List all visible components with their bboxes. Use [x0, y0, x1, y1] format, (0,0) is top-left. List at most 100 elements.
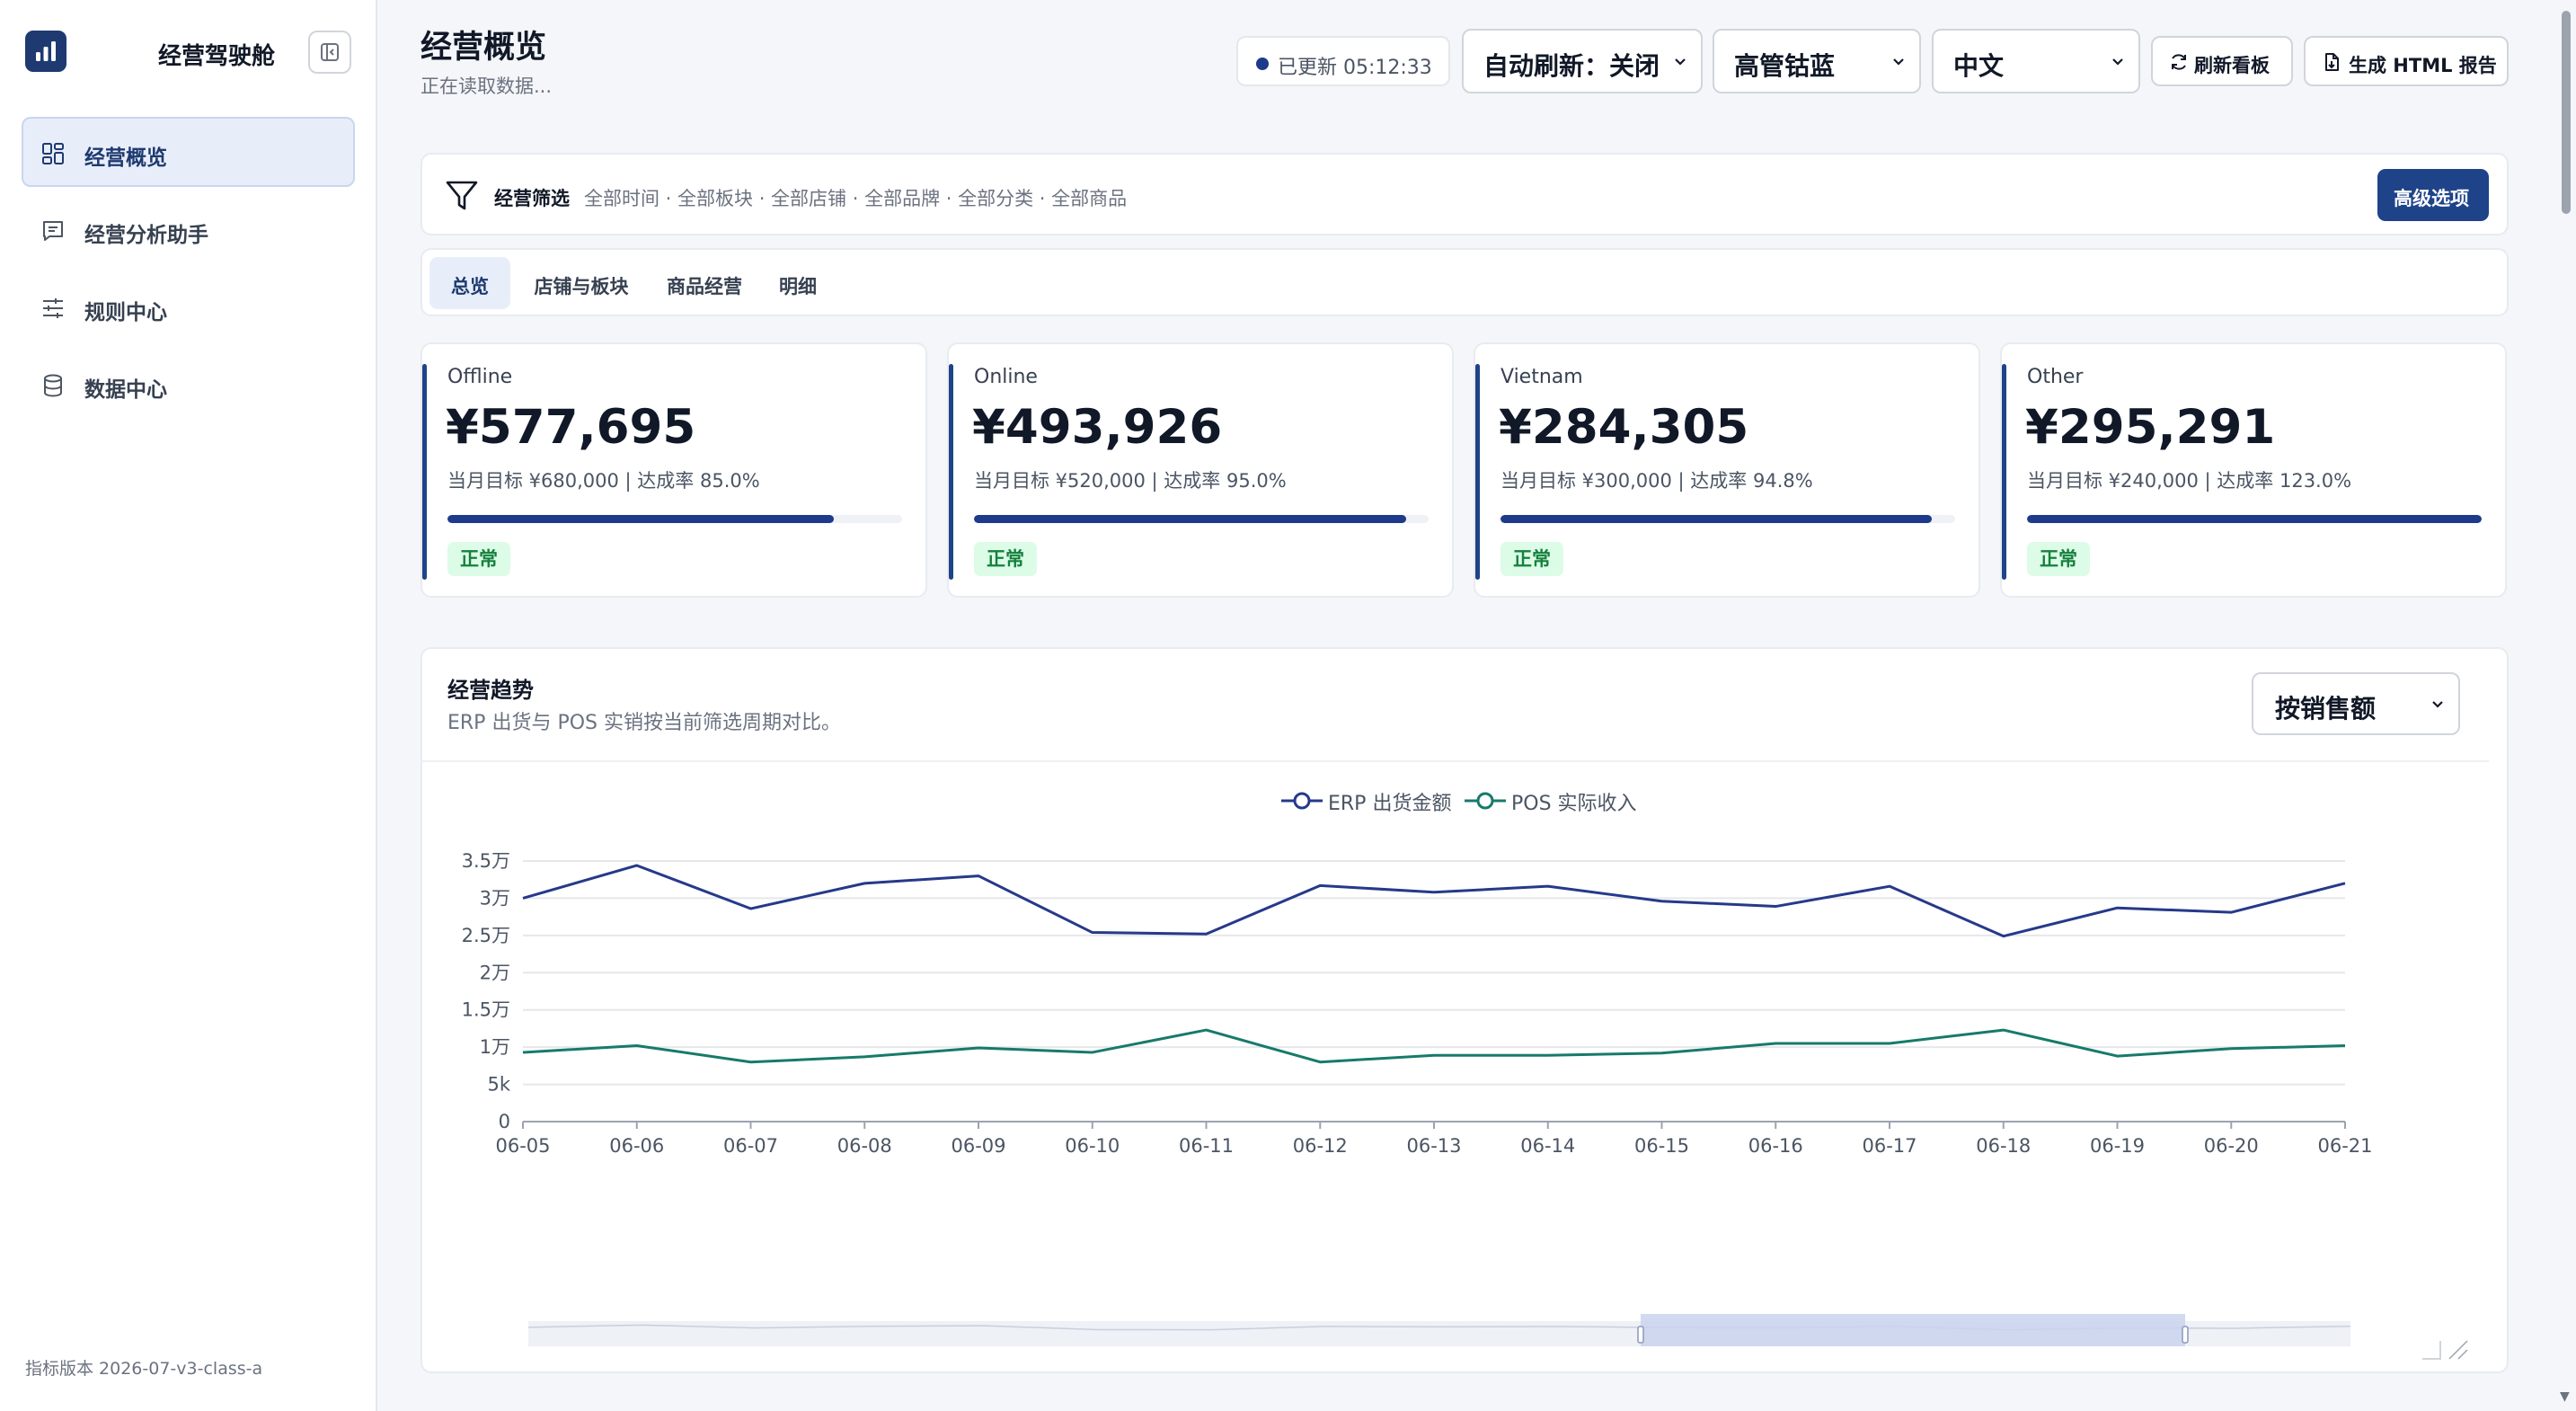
page-title: 经营概览 — [420, 30, 547, 66]
last-updated-text: 已更新 05:12:33 — [1278, 57, 1432, 79]
kpi-value: ¥295,291 — [2025, 400, 2276, 455]
legend-item-pos[interactable]: POS 实际收入 — [1465, 785, 1653, 816]
chat-icon — [43, 221, 63, 241]
kpi-card: Other ¥295,291 当月目标 ¥240,000 | 达成率 123.0… — [2000, 342, 2507, 598]
resize-grip-icon — [2457, 1349, 2468, 1360]
x-tick-label: 06-08 — [837, 1135, 892, 1157]
generate-html-report-button[interactable]: 生成 HTML 报告 — [2304, 36, 2509, 86]
tab-label: 明细 — [779, 276, 817, 297]
zoom-slider-handle-left — [1637, 1326, 1644, 1344]
kpi-meta: 当月目标 ¥300,000 | 达成率 94.8% — [1500, 470, 1813, 492]
theme-select[interactable]: 高管钴蓝 — [1713, 29, 1921, 93]
trend-title: 经营趋势 — [447, 678, 534, 703]
kpi-meta: 当月目标 ¥520,000 | 达成率 95.0% — [974, 470, 1287, 492]
auto-refresh-select[interactable]: 自动刷新：关闭 — [1462, 29, 1703, 93]
view-tabs: 总览 店铺与板块 商品经营 明细 — [420, 248, 2509, 316]
y-tick-label: 5k — [487, 1074, 510, 1096]
language-select[interactable]: 中文 — [1932, 29, 2140, 93]
tab-stores-segments[interactable]: 店铺与板块 — [519, 257, 643, 309]
tab-details[interactable]: 明细 — [766, 257, 830, 309]
tab-overview[interactable]: 总览 — [429, 257, 510, 309]
x-tick-label: 06-10 — [1065, 1135, 1120, 1157]
x-tick-label: 06-14 — [1520, 1135, 1575, 1157]
kpi-card: Online ¥493,926 当月目标 ¥520,000 | 达成率 95.0… — [947, 342, 1454, 598]
generate-html-report-label: 生成 HTML 报告 — [2349, 55, 2497, 76]
sidebar-item-label: 数据中心 — [84, 378, 167, 402]
sidebar-item-overview[interactable]: 经营概览 — [22, 117, 355, 187]
kpi-value: ¥284,305 — [1499, 400, 1749, 455]
chart-legend: ERP 出货金额 POS 实际收入 — [422, 785, 2510, 816]
legend-label: ERP 出货金额 — [1328, 793, 1452, 815]
kpi-progress-fill — [447, 515, 835, 523]
bar-chart-logo-icon — [25, 31, 66, 72]
x-tick-label: 06-16 — [1748, 1135, 1803, 1157]
advanced-options-label: 高级选项 — [2394, 188, 2469, 209]
trend-subtitle: ERP 出货与 POS 实销按当前筛选周期对比。 — [447, 712, 841, 734]
kpi-progress-track — [974, 515, 1429, 523]
status-badge: 正常 — [1500, 542, 1563, 576]
kpi-progress-track — [1500, 515, 1955, 523]
legend-label: POS 实际收入 — [1511, 793, 1637, 815]
brand-title: 经营驾驶舱 — [158, 43, 276, 70]
sidebar-item-label: 经营概览 — [84, 146, 167, 170]
theme-value: 高管钴蓝 — [1734, 51, 1836, 81]
trend-metric-select[interactable]: 按销售额 — [2252, 672, 2460, 735]
y-tick-label: 3万 — [480, 887, 510, 909]
kpi-progress-fill — [974, 515, 1406, 523]
x-tick-label: 06-09 — [951, 1135, 1005, 1157]
kpi-name: Online — [974, 366, 1038, 388]
legend-item-erp[interactable]: ERP 出货金额 — [1281, 785, 1452, 816]
scrollbar-thumb[interactable] — [2562, 11, 2571, 214]
status-badge: 正常 — [447, 542, 510, 576]
y-tick-label: 2.5万 — [462, 925, 510, 946]
chevron-down-icon — [1675, 58, 1686, 66]
kpi-accent-bar — [1475, 364, 1480, 580]
refresh-dashboard-button[interactable]: 刷新看板 — [2151, 36, 2293, 86]
page-scrollbar[interactable]: ▼ — [2556, 0, 2576, 1411]
tab-product-ops[interactable]: 商品经营 — [652, 257, 757, 309]
trend-metric-value: 按销售额 — [2275, 694, 2377, 723]
y-tick-label: 0 — [499, 1111, 510, 1132]
kpi-accent-bar — [422, 364, 427, 580]
kpi-name: Offline — [447, 366, 513, 388]
tab-label: 总览 — [451, 276, 489, 297]
scroll-down-arrow-icon[interactable]: ▼ — [2560, 1389, 2570, 1404]
corner-bracket — [2422, 1341, 2441, 1360]
y-tick-label: 2万 — [480, 962, 510, 983]
refresh-icon — [2172, 54, 2186, 70]
tab-label: 店铺与板块 — [534, 276, 629, 297]
advanced-options-button[interactable]: 高级选项 — [2377, 169, 2489, 221]
divider — [422, 760, 2489, 762]
resize-grip-icon — [2448, 1340, 2468, 1360]
x-tick-label: 06-17 — [1862, 1135, 1917, 1157]
kpi-progress-track — [447, 515, 902, 523]
zoom-slider-window — [1641, 1314, 2185, 1346]
trend-panel: 经营趋势 ERP 出货与 POS 实销按当前筛选周期对比。 按销售额 ERP 出… — [420, 647, 2509, 1373]
filter-bar: 经营筛选 全部时间 · 全部板块 · 全部店铺 · 全部品牌 · 全部分类 · … — [420, 153, 2509, 235]
x-tick-label: 06-07 — [723, 1135, 778, 1157]
kpi-progress-track — [2027, 515, 2482, 523]
series-line-pos — [522, 1028, 2346, 1064]
trend-line-chart[interactable]: 0 5k 1万 1.5万 2万 2.5万 3万 3.5万 06-05 06-06 06-07 06-0… — [422, 649, 2507, 1368]
filter-summary[interactable]: 全部时间 · 全部板块 · 全部店铺 · 全部品牌 · 全部分类 · 全部商品 — [584, 188, 1128, 209]
grid-icon — [42, 143, 64, 164]
sidebar-item-assistant[interactable]: 经营分析助手 — [22, 194, 355, 264]
sidebar-item-rules[interactable]: 规则中心 — [22, 271, 355, 342]
chevron-down-icon — [2112, 58, 2123, 66]
kpi-name: Vietnam — [1500, 366, 1583, 388]
y-tick-label: 1.5万 — [462, 999, 510, 1021]
database-icon — [44, 374, 62, 397]
x-tick-label: 06-11 — [1179, 1135, 1234, 1157]
language-value: 中文 — [1953, 51, 2005, 81]
refresh-dashboard-label: 刷新看板 — [2194, 55, 2270, 76]
sidebar: 经营驾驶舱 经营概览 — [0, 0, 377, 1411]
kpi-progress-fill — [1500, 515, 1932, 523]
x-tick-label: 06-18 — [1976, 1135, 2031, 1157]
x-tick-label: 06-12 — [1293, 1135, 1348, 1157]
auto-refresh-value: 自动刷新：关闭 — [1483, 51, 1660, 81]
last-updated-badge: 已更新 05:12:33 — [1236, 36, 1450, 86]
collapse-sidebar-button[interactable] — [308, 31, 351, 74]
sidebar-item-data[interactable]: 数据中心 — [22, 349, 355, 419]
x-tick-label: 06-15 — [1634, 1135, 1689, 1157]
x-tick-label: 06-13 — [1406, 1135, 1461, 1157]
